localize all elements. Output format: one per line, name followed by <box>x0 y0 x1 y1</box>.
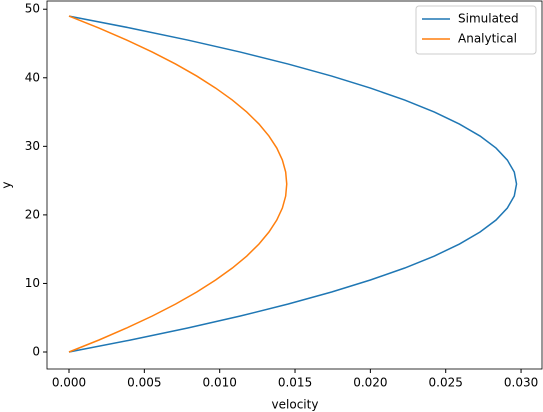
y-tick-label: 20 <box>25 207 40 221</box>
data-line <box>68 15 288 353</box>
y-tick-label: 10 <box>25 276 40 290</box>
legend-label: Simulated <box>458 12 519 26</box>
y-tick-label: 30 <box>25 139 40 153</box>
y-axis-label: y <box>0 181 14 188</box>
x-tick-label: 0.000 <box>52 376 86 390</box>
axes-frame <box>46 0 543 370</box>
x-tick-label: 0.015 <box>278 376 312 390</box>
y-tick-label: 40 <box>25 70 40 84</box>
data-line <box>68 15 518 353</box>
y-tick-label: 50 <box>25 2 40 16</box>
y-tick-label: 0 <box>32 344 40 358</box>
x-tick-label: 0.005 <box>127 376 161 390</box>
legend: Simulated Analytical <box>415 5 537 55</box>
x-axis-label: velocity <box>272 398 319 412</box>
x-tick-label: 0.010 <box>203 376 237 390</box>
x-tick-label: 0.025 <box>429 376 463 390</box>
legend-box <box>415 5 537 55</box>
legend-label: Analytical <box>458 32 517 46</box>
x-tick-label: 0.020 <box>353 376 387 390</box>
x-tick-label: 0.030 <box>504 376 538 390</box>
